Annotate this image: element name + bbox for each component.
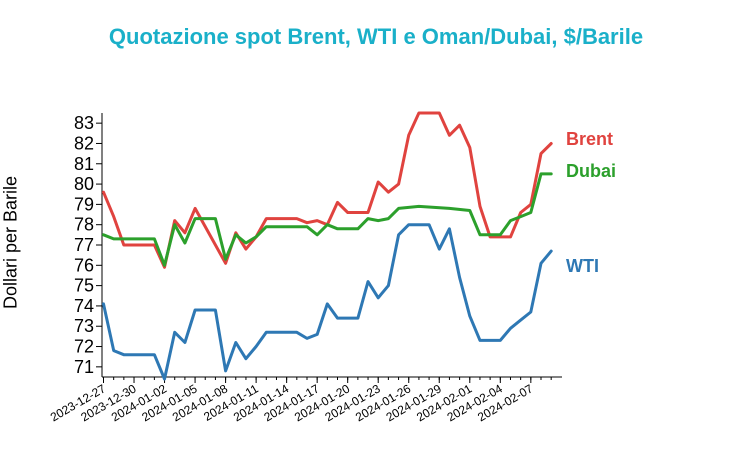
series-label-brent: Brent [566, 129, 613, 149]
series-line-dubai [102, 172, 553, 267]
series-line-brent [102, 111, 553, 269]
y-tick-label: 83 [74, 113, 94, 133]
series-lines [102, 111, 553, 381]
axes: 717273747576777879808182832023-12-272023… [48, 113, 562, 424]
y-tick-label: 72 [74, 337, 94, 357]
y-tick-label: 71 [74, 357, 94, 377]
y-tick-label: 73 [74, 316, 94, 336]
y-tick-label: 74 [74, 296, 94, 316]
y-tick-label: 76 [74, 255, 94, 275]
series-label-dubai: Dubai [566, 161, 616, 181]
series-labels: Brent Dubai WTI [566, 129, 616, 276]
y-tick-label: 77 [74, 235, 94, 255]
series-label-wti: WTI [566, 256, 599, 276]
chart-title: Quotazione spot Brent, WTI e Oman/Dubai,… [108, 24, 644, 49]
y-tick-label: 81 [74, 154, 94, 174]
y-tick-label: 80 [74, 174, 94, 194]
series-line-wti [102, 223, 553, 381]
y-tick-label: 75 [74, 276, 94, 296]
y-tick-label: 82 [74, 133, 94, 153]
y-tick-label: 78 [74, 215, 94, 235]
y-tick-label: 79 [74, 194, 94, 214]
